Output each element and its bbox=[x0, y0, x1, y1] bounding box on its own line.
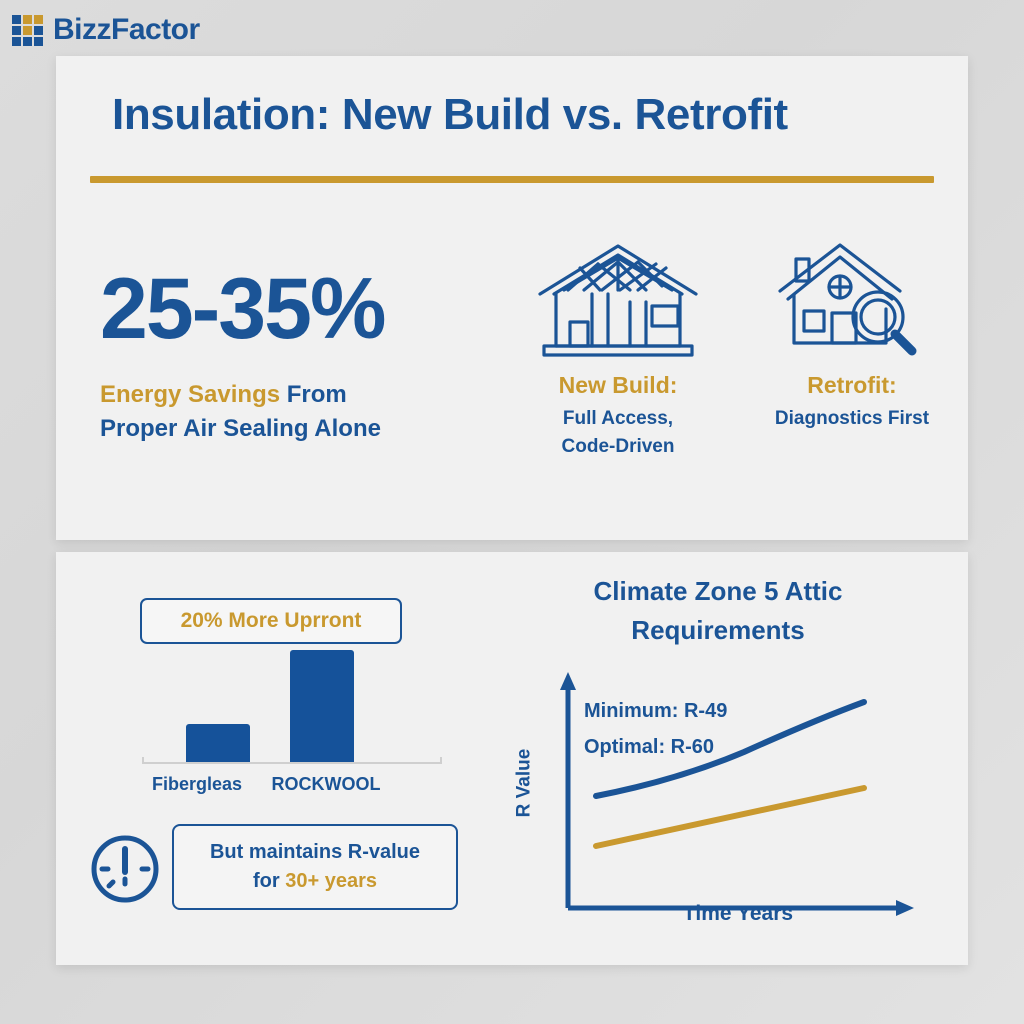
column-title: Retrofit: bbox=[807, 372, 897, 398]
line-chart-x-axis-label: Time Years bbox=[682, 902, 794, 925]
column-desc-line2: Code-Driven bbox=[561, 435, 675, 457]
house-frame-icon bbox=[508, 228, 728, 368]
cost-bar-chart bbox=[142, 648, 442, 764]
bottom-panel: 20% More Uprront Fibergleas ROCKWOOL But… bbox=[56, 552, 968, 965]
stat-caption-line1: Energy Savings From bbox=[100, 378, 500, 412]
title-divider bbox=[90, 176, 934, 183]
column-desc: Full Access, Code-Driven bbox=[508, 405, 728, 460]
bar-axis bbox=[142, 757, 442, 764]
bar-rockwool bbox=[290, 650, 354, 762]
r-value-line-chart: Climate Zone 5 Attic Requirements R Valu… bbox=[508, 572, 948, 952]
logo-tile bbox=[23, 14, 32, 24]
clock-icon bbox=[88, 832, 162, 911]
column-desc: Diagnostics First bbox=[742, 405, 962, 433]
column-retrofit: Retrofit: Diagnostics First bbox=[742, 228, 962, 433]
stat-block: 25-35% Energy Savings From Proper Air Se… bbox=[100, 266, 500, 446]
logo-tile bbox=[12, 36, 21, 46]
brand-name: BizzFactor bbox=[53, 13, 200, 46]
column-title: New Build: bbox=[558, 372, 678, 398]
logo-tile bbox=[34, 36, 43, 46]
annotation-minimum: Minimum: R-49 bbox=[584, 700, 728, 722]
page-title: Insulation: New Build vs. Retrofit bbox=[112, 90, 788, 139]
stat-value: 25-35% bbox=[100, 261, 386, 357]
logo-tile bbox=[23, 36, 32, 46]
annotation-optimal: Optimal: R-60 bbox=[584, 736, 715, 758]
stat-caption-line2: Proper Air Sealing Alone bbox=[100, 415, 381, 443]
stat-caption-gold: Energy Savings bbox=[100, 381, 281, 408]
logo-tile bbox=[34, 25, 43, 35]
line-chart-y-axis-label: R Value bbox=[513, 748, 535, 818]
durability-callout: But maintains R-value for 30+ years bbox=[172, 824, 458, 910]
bar-label-rockwool: ROCKWOOL bbox=[271, 774, 381, 794]
column-desc-line1: Diagnostics First bbox=[774, 408, 930, 429]
bar-fiberglass bbox=[186, 724, 250, 762]
bar-label-fiberglass: Fibergleas bbox=[151, 774, 243, 794]
cost-badge: 20% More Uprront bbox=[140, 598, 402, 644]
brand-header: BizzFactor bbox=[12, 10, 200, 50]
logo-tile bbox=[12, 25, 21, 35]
callout-line2-blue: for bbox=[253, 870, 286, 892]
top-panel: Insulation: New Build vs. Retrofit 25-35… bbox=[56, 56, 968, 540]
callout-line2-gold: 30+ years bbox=[285, 870, 377, 892]
stat-caption-blue: From bbox=[280, 381, 347, 408]
brand-logo-icon bbox=[12, 14, 43, 46]
logo-tile bbox=[23, 25, 32, 35]
callout-line1: But maintains R-value bbox=[209, 841, 421, 863]
column-new-build: New Build: Full Access, Code-Driven bbox=[508, 228, 728, 460]
house-magnifier-icon bbox=[742, 228, 962, 368]
column-desc-line1: Full Access, bbox=[562, 408, 674, 429]
logo-tile bbox=[34, 14, 43, 24]
line-chart-title: Climate Zone 5 Attic Requirements bbox=[593, 576, 843, 645]
logo-tile bbox=[12, 14, 21, 24]
callout-line2: for 30+ years bbox=[253, 867, 377, 896]
